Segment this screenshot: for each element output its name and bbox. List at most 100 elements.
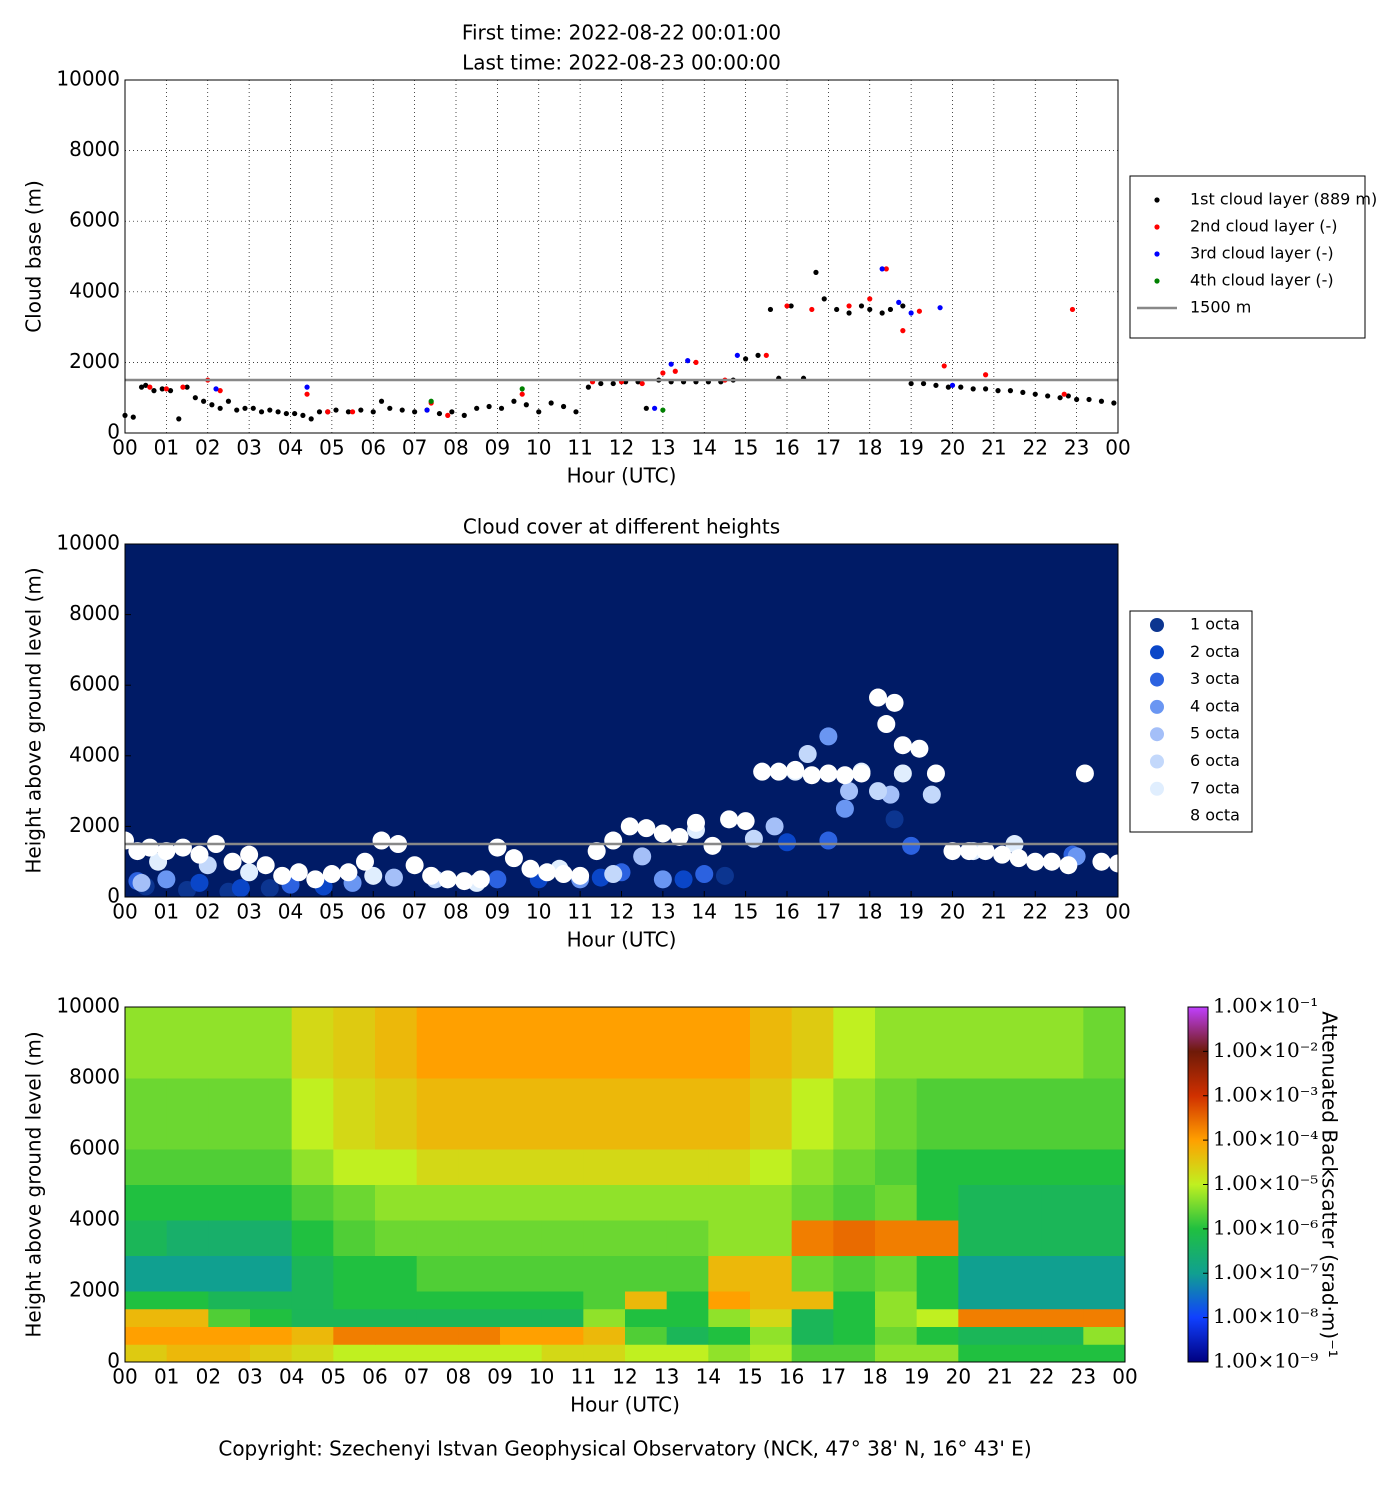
data-point xyxy=(130,414,136,420)
y-tick-label: 2000 xyxy=(69,349,120,373)
backscatter-cell xyxy=(1000,1308,1043,1327)
data-point xyxy=(908,310,914,316)
backscatter-cell xyxy=(833,1291,876,1310)
backscatter-cell xyxy=(833,1149,876,1185)
cloud-cover-point xyxy=(190,873,209,892)
data-point xyxy=(887,306,894,313)
backscatter-cell xyxy=(125,1220,168,1256)
backscatter-cell xyxy=(458,1255,501,1292)
backscatter-cell xyxy=(583,1007,626,1079)
backscatter-cell xyxy=(958,1291,1001,1310)
backscatter-cell xyxy=(333,1308,376,1327)
data-point xyxy=(585,384,592,390)
x-tick-label: 14 xyxy=(692,900,717,924)
backscatter-cell xyxy=(291,1291,334,1310)
colorbar-tick-label: 1.00×10⁻⁹ xyxy=(1213,1349,1318,1373)
legend-label: 7 octa xyxy=(1190,778,1240,797)
backscatter-cell xyxy=(291,1255,334,1292)
backscatter-cell xyxy=(1000,1344,1043,1363)
data-point xyxy=(1111,400,1117,406)
data-point xyxy=(325,409,331,415)
backscatter-cell xyxy=(666,1255,709,1292)
colorbar-tick-label: 1.00×10⁻⁶ xyxy=(1213,1215,1318,1239)
backscatter-cell xyxy=(666,1078,709,1150)
legend-label: 1st cloud layer (889 m) xyxy=(1190,190,1377,209)
data-point xyxy=(304,391,310,397)
backscatter-cell xyxy=(541,1007,584,1079)
data-point xyxy=(143,382,149,388)
backscatter-cell xyxy=(666,1326,709,1345)
colorbar-tick-label: 1.00×10⁻⁸ xyxy=(1213,1304,1318,1328)
legend-label: 4 octa xyxy=(1190,696,1240,715)
backscatter-cell xyxy=(208,1007,251,1079)
x-tick-label: 05 xyxy=(319,436,344,460)
data-point xyxy=(867,306,873,313)
backscatter-cell xyxy=(166,1308,209,1327)
backscatter-cell xyxy=(458,1220,501,1256)
backscatter-cell xyxy=(791,1220,834,1256)
backscatter-cell xyxy=(875,1326,918,1345)
x-tick-label: 18 xyxy=(862,1365,887,1389)
cloud-cover-point xyxy=(786,760,805,779)
data-point xyxy=(461,412,467,418)
backscatter-cell xyxy=(208,1220,251,1256)
data-point xyxy=(147,384,153,390)
cloud-cover-point xyxy=(877,715,896,734)
x-tick-label: 23 xyxy=(1071,1365,1096,1389)
data-point xyxy=(995,388,1001,394)
backscatter-cell xyxy=(750,1291,793,1310)
data-point xyxy=(784,303,790,309)
legend: 1 octa 2 octa 3 octa 4 octa 5 octa 6 octa 7 oc… xyxy=(1129,610,1253,833)
backscatter-cell xyxy=(916,1308,959,1327)
cloud-cover-point xyxy=(372,831,391,850)
y-tick-label: 10000 xyxy=(56,67,120,91)
data-point xyxy=(879,266,885,272)
cloud-cover-point xyxy=(885,810,904,829)
data-point xyxy=(316,409,323,415)
footer: Copyright: Szechenyi Istvan Geophysical … xyxy=(218,1437,1031,1461)
backscatter-cell xyxy=(583,1326,626,1345)
backscatter-cell xyxy=(666,1184,709,1221)
data-point xyxy=(498,405,505,411)
backscatter-cell xyxy=(833,1220,876,1256)
x-tick-label: 14 xyxy=(692,436,717,460)
y-tick-label: 8000 xyxy=(69,601,120,625)
data-point xyxy=(896,299,902,305)
cloud-cover-point xyxy=(273,866,292,885)
backscatter-cell xyxy=(583,1078,626,1150)
y-axis-label: Height above ground level (m) xyxy=(22,567,46,873)
backscatter-cell xyxy=(416,1344,459,1363)
backscatter-cell xyxy=(708,1291,751,1310)
cloud-cover-point xyxy=(670,827,689,846)
cloud-cover-point xyxy=(993,845,1012,864)
cloud-cover-point xyxy=(753,762,772,781)
backscatter-cell xyxy=(1000,1007,1043,1079)
data-point xyxy=(1007,388,1014,394)
y-tick-label: 8000 xyxy=(69,137,120,161)
backscatter-cell xyxy=(208,1308,251,1327)
backscatter-cell xyxy=(1041,1255,1084,1292)
backscatter-cell xyxy=(1083,1291,1126,1310)
backscatter-cell xyxy=(291,1078,334,1150)
backscatter-cell xyxy=(375,1255,418,1292)
backscatter-cell xyxy=(541,1308,584,1327)
backscatter-cell xyxy=(416,1326,459,1345)
cloud-cover-point xyxy=(976,842,995,861)
backscatter-cell xyxy=(291,1344,334,1363)
data-point xyxy=(292,410,298,417)
data-point xyxy=(536,409,542,415)
backscatter-cell xyxy=(750,1326,793,1345)
backscatter-cell xyxy=(333,1291,376,1310)
y-tick-label: 0 xyxy=(107,884,120,908)
data-point xyxy=(788,303,794,309)
backscatter-cell xyxy=(500,1078,543,1150)
x-tick-label: 07 xyxy=(402,436,427,460)
cloud-cover-point xyxy=(173,838,192,857)
cloud-cover-point xyxy=(240,845,259,864)
data-point xyxy=(734,352,740,358)
backscatter-cell xyxy=(625,1007,668,1079)
data-point xyxy=(1057,395,1063,401)
backscatter-cell xyxy=(833,1007,876,1079)
backscatter-cell xyxy=(250,1149,293,1185)
backscatter-cell xyxy=(375,1308,418,1327)
